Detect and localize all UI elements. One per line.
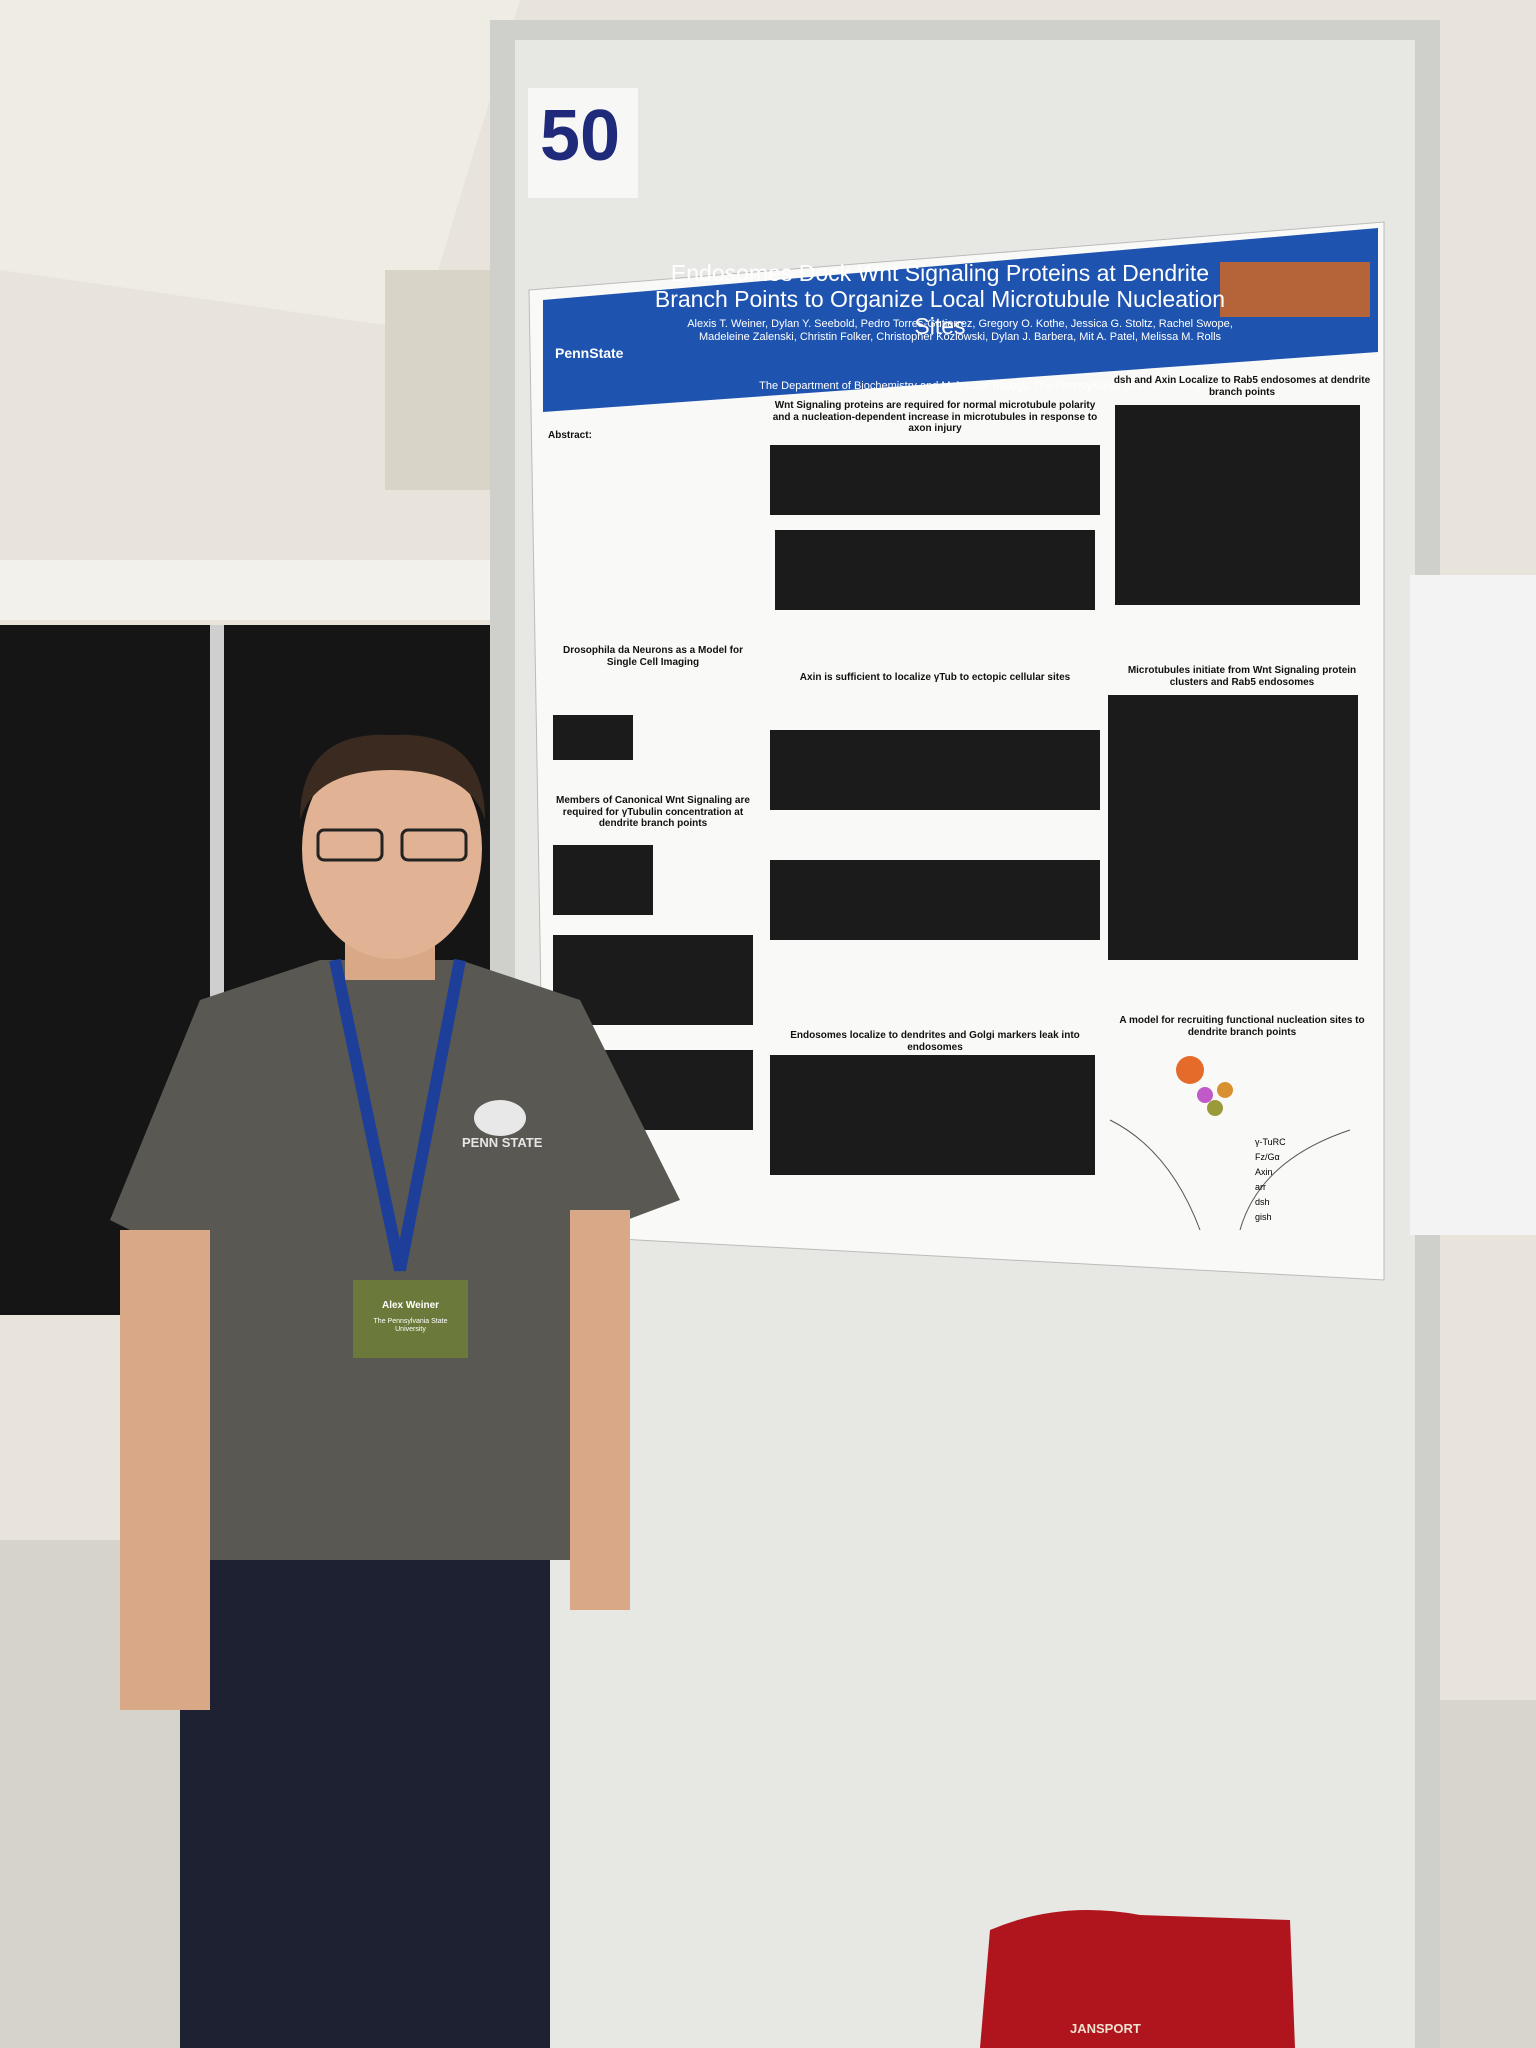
- shirt-logo: PENN STATE: [462, 1135, 543, 1150]
- poster-title: Endosomes Dock Wnt Signaling Proteins at…: [654, 260, 1226, 339]
- model-diagram: [1109, 1056, 1351, 1231]
- section-heading: Wnt Signaling proteins are required for …: [772, 400, 1098, 434]
- model-legend: γ-TuRC Fz/Gα Axin arr dsh gish: [1255, 1135, 1286, 1225]
- air-conditioner: [385, 270, 495, 490]
- poster-department: The Department of Biochemistry and Molec…: [759, 380, 1201, 392]
- legend-entry: Axin: [1255, 1167, 1273, 1177]
- legend-entry: gish: [1255, 1212, 1272, 1222]
- section-heading: Abstract:: [548, 430, 592, 441]
- institution: PennState: [555, 345, 624, 361]
- badge-name: Alex Weiner: [381, 1300, 440, 1311]
- legend-entry: dsh: [1255, 1197, 1270, 1207]
- poster-number: 50: [540, 96, 621, 176]
- poster-header: [543, 228, 1378, 412]
- section-heading: dsh and Axin Localize to Rab5 endosomes …: [1113, 375, 1371, 398]
- ceiling: [0, 0, 520, 330]
- header-image: [1220, 262, 1370, 317]
- number-card: [528, 88, 638, 198]
- section-heading: A model for recruiting functional nuclea…: [1119, 1015, 1365, 1038]
- section-heading: Drosophila da Neurons as a Model for Sin…: [562, 645, 744, 668]
- bag-brand: JANSPORT: [1070, 2021, 1141, 2036]
- person: [110, 734, 680, 2048]
- neighbour-poster: [1410, 575, 1536, 1235]
- legend-entry: γ-TuRC: [1255, 1137, 1286, 1147]
- bag: [980, 1910, 1295, 2048]
- figures: [553, 405, 1360, 1175]
- poster-authors: Alexis T. Weiner, Dylan Y. Seebold, Pedr…: [687, 318, 1233, 343]
- ledge: [0, 560, 500, 620]
- section-heading: Microtubules initiate from Wnt Signaling…: [1127, 665, 1357, 688]
- legend-entry: arr: [1255, 1182, 1266, 1192]
- section-heading: Axin is sufficient to localize γTub to e…: [799, 672, 1071, 683]
- section-heading: Members of Canonical Wnt Signaling are r…: [556, 795, 750, 829]
- badge-affiliation: The Pennsylvania State University: [373, 1318, 448, 1334]
- section-heading: Endosomes localize to dendrites and Golg…: [790, 1030, 1080, 1053]
- legend-entry: Fz/Gα: [1255, 1152, 1280, 1162]
